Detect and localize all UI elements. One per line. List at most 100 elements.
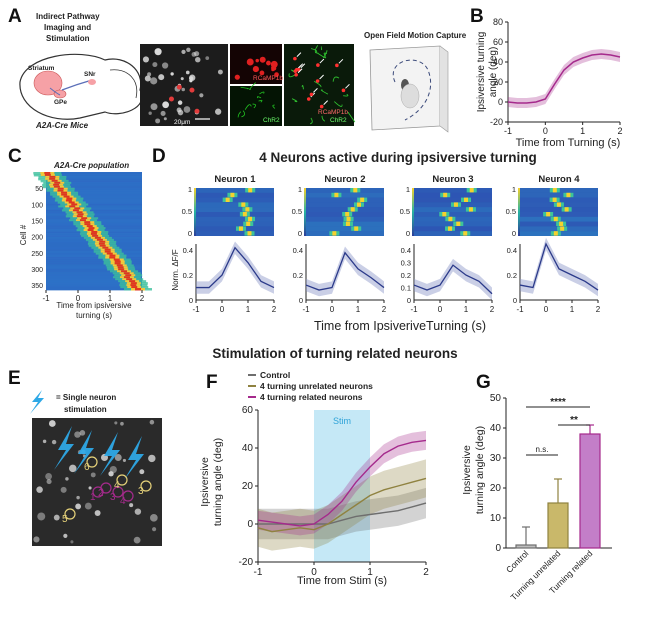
heatmap-row: [196, 221, 274, 227]
heatmap-peak: [241, 202, 246, 207]
heatmap-max: [130, 282, 137, 285]
arrow-icon: [319, 74, 324, 80]
heatmap-row: [46, 254, 142, 258]
channel-green-label: ChR2: [263, 117, 280, 124]
heatmap-row: [46, 189, 142, 193]
heatmap-max: [114, 260, 121, 263]
overlay-fiber: [332, 76, 340, 82]
colorbar: [194, 188, 196, 236]
micrograph-cell: [189, 78, 193, 83]
heatmap-row: [196, 231, 274, 236]
heatmap-row: [196, 207, 274, 212]
neuron-trace: [305, 251, 385, 291]
neuron-number: 6: [84, 462, 90, 473]
micrograph-cell: [65, 477, 69, 481]
heatmap-max: [90, 232, 97, 236]
trace-y-label: 0.4: [183, 246, 193, 255]
heatmap-max: [87, 229, 94, 232]
overlay-fiber: [333, 101, 343, 107]
neuron-trace: [196, 246, 275, 289]
heatmap-max: [72, 209, 79, 212]
overlay-fiber: [290, 69, 295, 73]
heatmap-max: [49, 175, 56, 179]
neuron-ring: [116, 474, 128, 486]
heatmap-peak: [356, 202, 361, 207]
panel-c-heatmap: 50 100 150 200 250 300 350 -1 0 1 2: [31, 172, 152, 303]
neuron-title: Neuron 4: [538, 174, 580, 185]
y-tick-label: 250: [31, 251, 43, 258]
heatmap-max: [114, 262, 121, 265]
heatmap-peak: [345, 221, 350, 226]
panel-f-xlabel: Time from Stim (s): [297, 575, 387, 587]
panel-c-xlabel-2: turning (s): [76, 311, 112, 320]
x-tick-label: 1: [464, 305, 469, 314]
heatmap-peak: [242, 212, 247, 217]
green-fiber: [240, 86, 249, 90]
red-cell: [259, 56, 266, 63]
heatmap-row: [46, 280, 142, 283]
heatmap-max: [44, 172, 51, 175]
overlay-fiber: [347, 112, 356, 123]
overlay-fiber: [320, 89, 329, 95]
trace-y-label: 0: [189, 296, 193, 305]
micrograph-cell: [177, 100, 183, 105]
micrograph-cell: [45, 473, 52, 480]
heatmap-row: [46, 203, 142, 206]
heatmap-max: [74, 207, 81, 210]
y-tick-label: 30: [490, 453, 502, 464]
heatmap-row: [46, 181, 142, 185]
heatmap-y-label: 1: [298, 185, 302, 194]
heatmap-peak: [448, 226, 453, 231]
heatmap-max: [134, 288, 141, 291]
lightning-icon: [124, 436, 144, 480]
series-line: [257, 477, 427, 533]
heatmap-max: [126, 278, 133, 281]
heatmap-peak: [552, 197, 557, 202]
heatmap-peak: [345, 212, 350, 217]
heatmap-max: [84, 223, 91, 226]
trace-band: [520, 237, 598, 297]
micrograph-overview: [140, 44, 228, 126]
heatmap-row: [46, 258, 142, 261]
heatmap-max: [44, 173, 51, 177]
trace-y-label: 0.2: [507, 271, 517, 280]
micrograph-cell: [74, 431, 81, 438]
green-fiber: [272, 104, 276, 109]
micrograph-cell: [177, 109, 184, 116]
heatmap-max: [63, 195, 70, 199]
micrograph-red: [230, 44, 282, 84]
heatmap-peak: [442, 212, 447, 217]
lightning-icon: [30, 390, 44, 414]
legend-label: 4 turning unrelated neurons: [260, 381, 373, 391]
overlay-label-2: ChR2: [330, 117, 347, 124]
micrograph-cell: [215, 108, 222, 115]
neuron-title: Neuron 1: [214, 174, 256, 185]
micrograph-cell: [181, 87, 185, 92]
heatmap-max: [65, 199, 72, 202]
heatmap-row: [46, 288, 142, 291]
stim-window: [314, 410, 370, 562]
micrograph-cell: [51, 439, 57, 445]
heatmap-max: [49, 177, 56, 181]
heatmap-max: [131, 286, 138, 289]
stim-label: Stim: [333, 416, 351, 426]
overlay-fiber: [310, 117, 313, 125]
panel-f-ylabel-2: turning angle (deg): [212, 438, 224, 526]
panel-b-chart: -20 0 20 40 60 80 -1 0 1 2: [490, 17, 623, 136]
heatmap-row: [46, 270, 142, 273]
heatmap-peak: [556, 202, 561, 207]
heatmap-max: [76, 215, 83, 218]
micrograph-cell: [191, 52, 197, 57]
x-tick-label: 1: [108, 294, 113, 303]
heatmap-peak: [354, 226, 359, 231]
heatmap-peak: [246, 221, 251, 226]
panel-g-ylabel-1: Ipsiversive: [461, 445, 473, 495]
heatmap-max: [88, 227, 95, 230]
y-tick-label: 300: [31, 267, 43, 274]
heatmap-max: [91, 231, 98, 234]
micrograph-cell: [155, 118, 161, 124]
error-band: [508, 49, 620, 108]
heatmap-row: [46, 284, 142, 287]
